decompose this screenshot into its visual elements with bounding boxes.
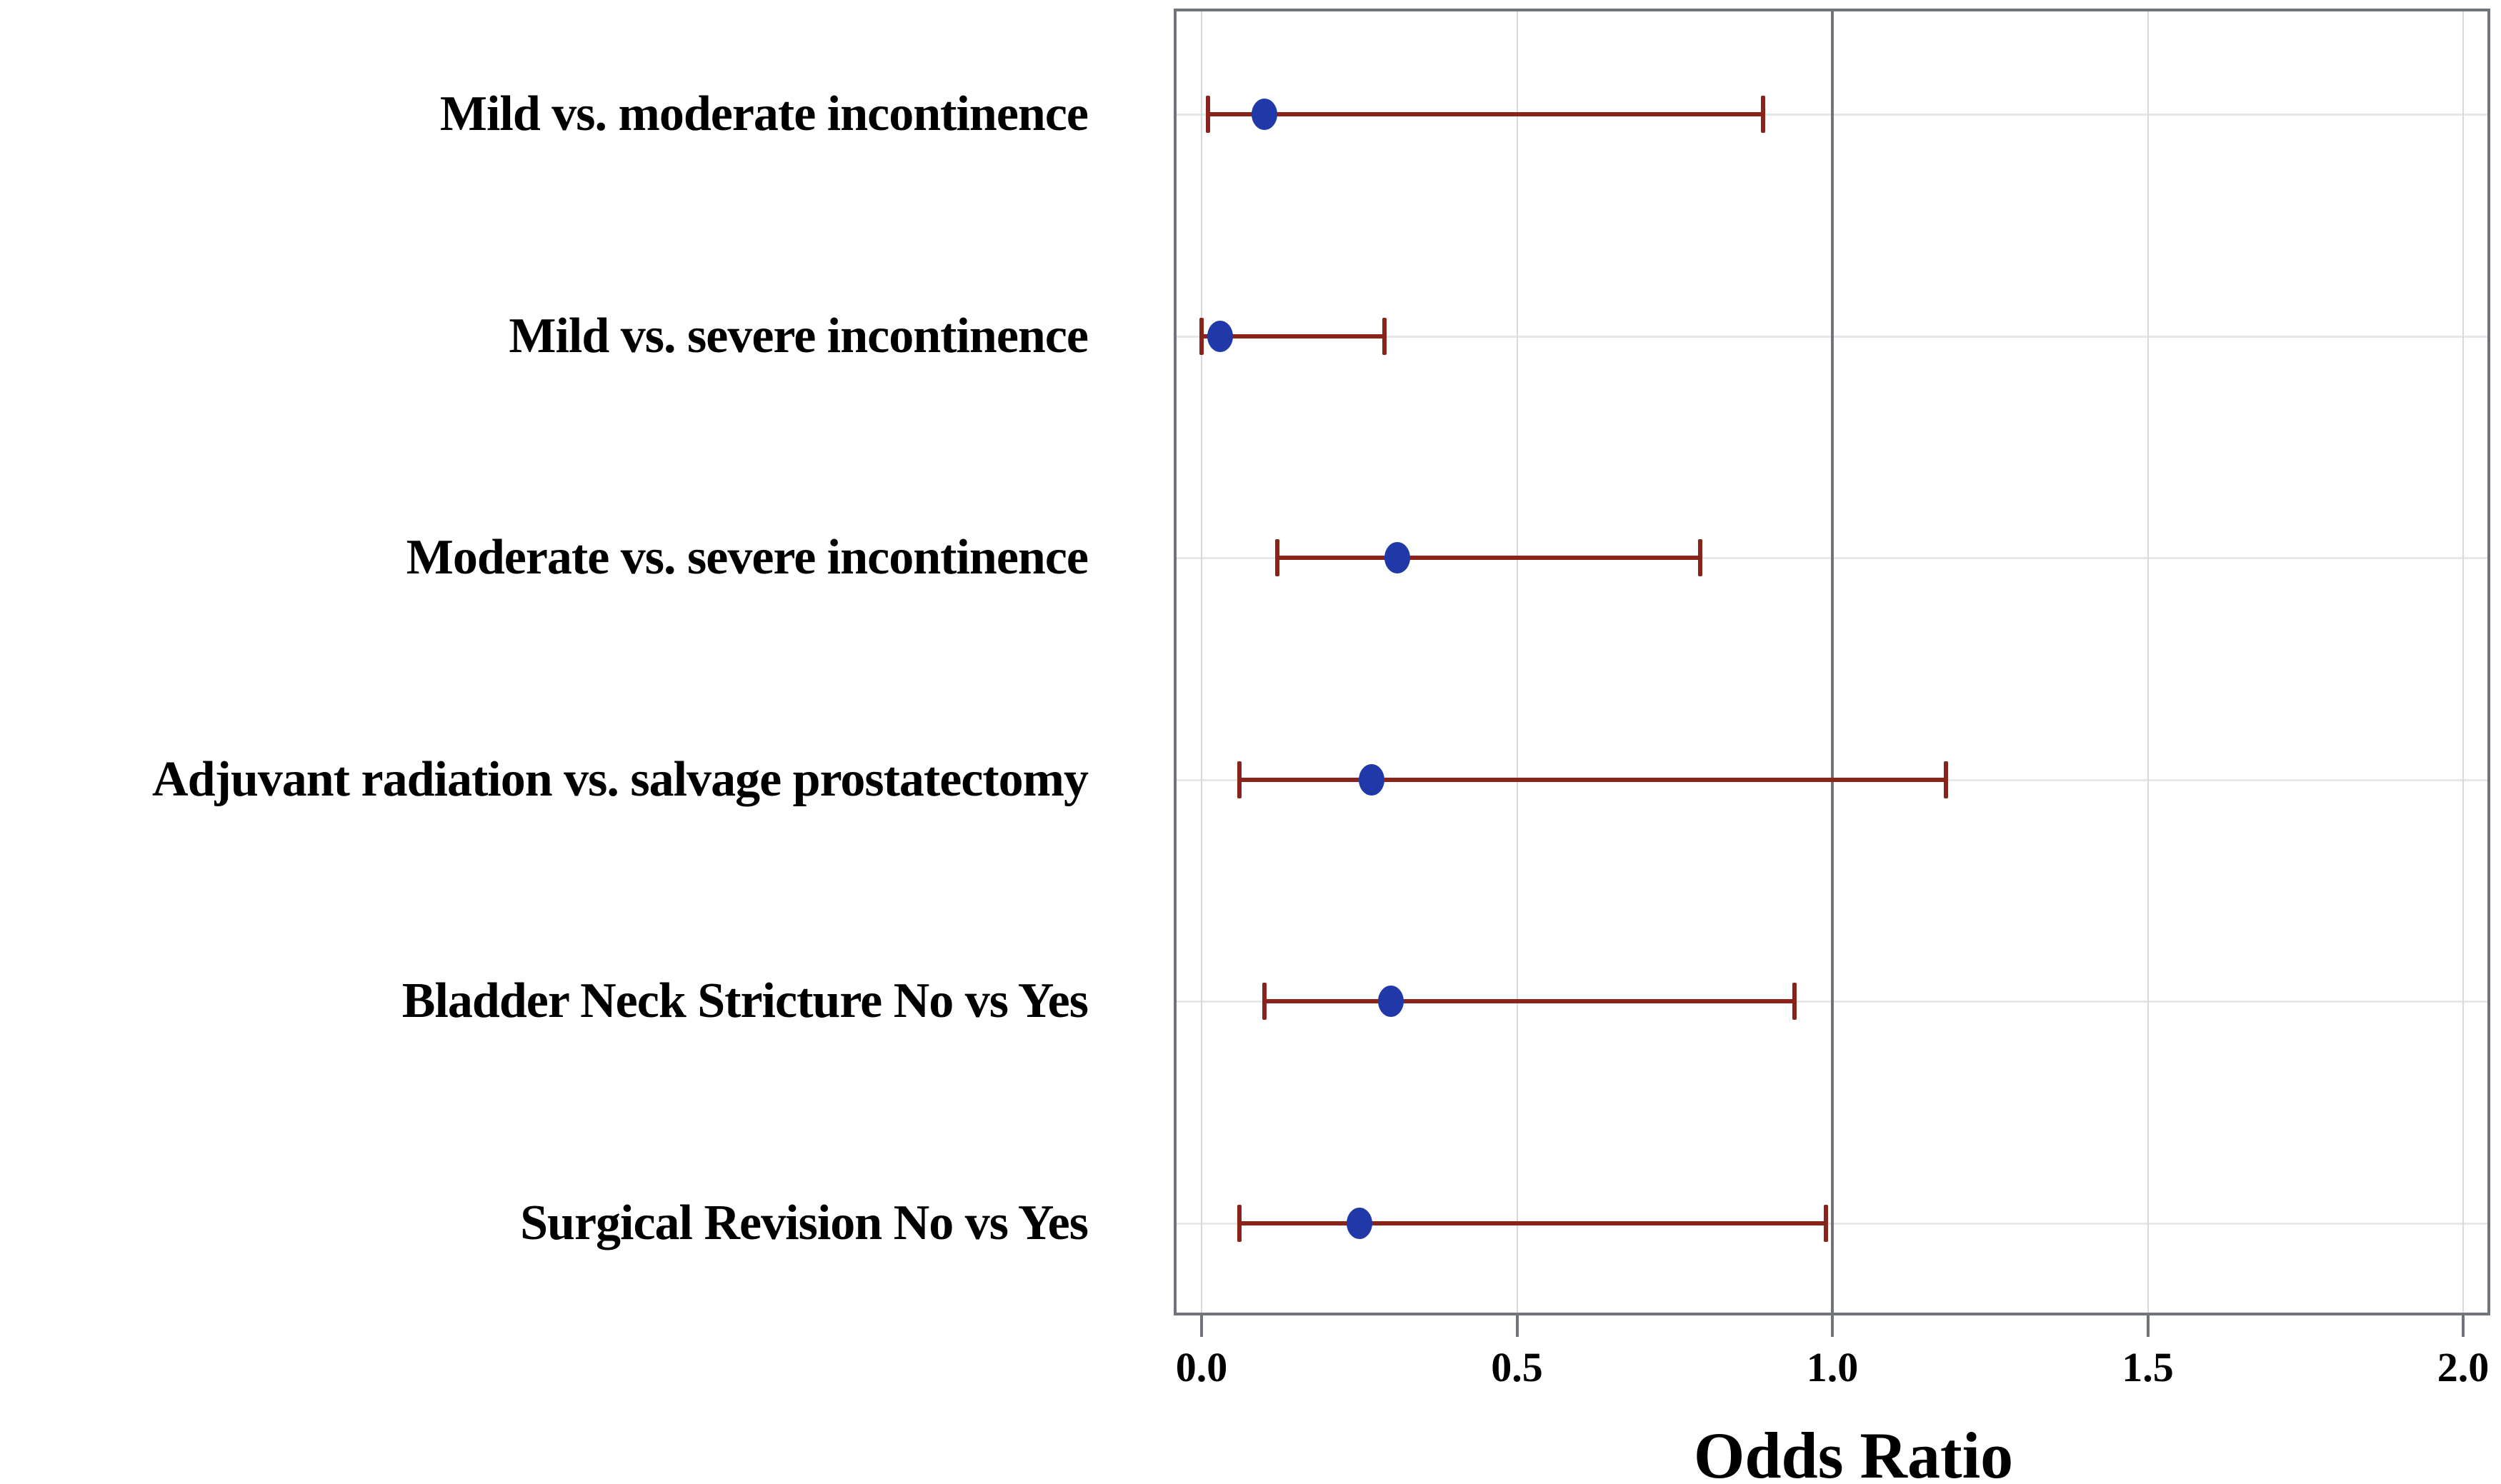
vertical-gridline <box>2147 11 2149 1313</box>
vertical-gridline <box>1201 11 1202 1313</box>
confidence-interval-line <box>1239 1220 1827 1225</box>
row-label: Surgical Revision No vs Yes <box>520 1195 1089 1250</box>
row-label: Bladder Neck Stricture No vs Yes <box>401 973 1089 1028</box>
confidence-interval-cap-low <box>1274 539 1279 576</box>
odds-ratio-marker <box>1359 763 1385 796</box>
confidence-interval-cap-high <box>1382 317 1387 355</box>
reference-line <box>1831 11 1834 1313</box>
x-axis-tick <box>1831 1315 1834 1337</box>
x-axis-tick <box>2146 1315 2150 1337</box>
confidence-interval-cap-low <box>1237 1204 1242 1242</box>
confidence-interval-line <box>1207 112 1763 116</box>
x-tick-label: 0.5 <box>1491 1344 1543 1390</box>
confidence-interval-cap-low <box>1199 317 1204 355</box>
vertical-gridline <box>1516 11 1518 1313</box>
odds-ratio-marker <box>1346 1207 1372 1239</box>
odds-ratio-marker <box>1384 542 1410 573</box>
confidence-interval-line <box>1277 556 1700 560</box>
confidence-interval-cap-high <box>1760 96 1765 133</box>
confidence-interval-cap-high <box>1943 761 1948 798</box>
x-axis-tick <box>1200 1315 1203 1337</box>
row-label: Mild vs. severe incontinence <box>509 308 1089 364</box>
x-axis-tick <box>1515 1315 1519 1337</box>
x-axis-title: Odds Ratio <box>1693 1419 2014 1484</box>
x-tick-label: 2.0 <box>2437 1344 2490 1390</box>
confidence-interval-line <box>1239 777 1946 782</box>
confidence-interval-cap-high <box>1792 983 1797 1020</box>
confidence-interval-cap-high <box>1824 1204 1829 1242</box>
row-label: Moderate vs. severe incontinence <box>406 530 1089 585</box>
row-label: Mild vs. moderate incontinence <box>439 86 1089 141</box>
x-axis-tick <box>2462 1315 2465 1337</box>
x-tick-label: 0.0 <box>1175 1344 1228 1390</box>
row-label: Adjuvant radiation vs. salvage prostatec… <box>152 751 1089 807</box>
odds-ratio-marker <box>1252 99 1278 130</box>
odds-ratio-marker <box>1207 320 1234 352</box>
x-tick-label: 1.5 <box>2122 1344 2174 1390</box>
plot-area <box>1174 9 2490 1315</box>
confidence-interval-cap-low <box>1237 761 1242 798</box>
confidence-interval-line <box>1264 999 1795 1003</box>
odds-ratio-marker <box>1377 986 1404 1017</box>
confidence-interval-cap-low <box>1262 983 1267 1020</box>
confidence-interval-line <box>1202 334 1385 339</box>
x-tick-label: 1.0 <box>1806 1344 1859 1390</box>
confidence-interval-cap-low <box>1205 96 1210 133</box>
confidence-interval-cap-high <box>1697 539 1702 576</box>
vertical-gridline <box>2462 11 2464 1313</box>
